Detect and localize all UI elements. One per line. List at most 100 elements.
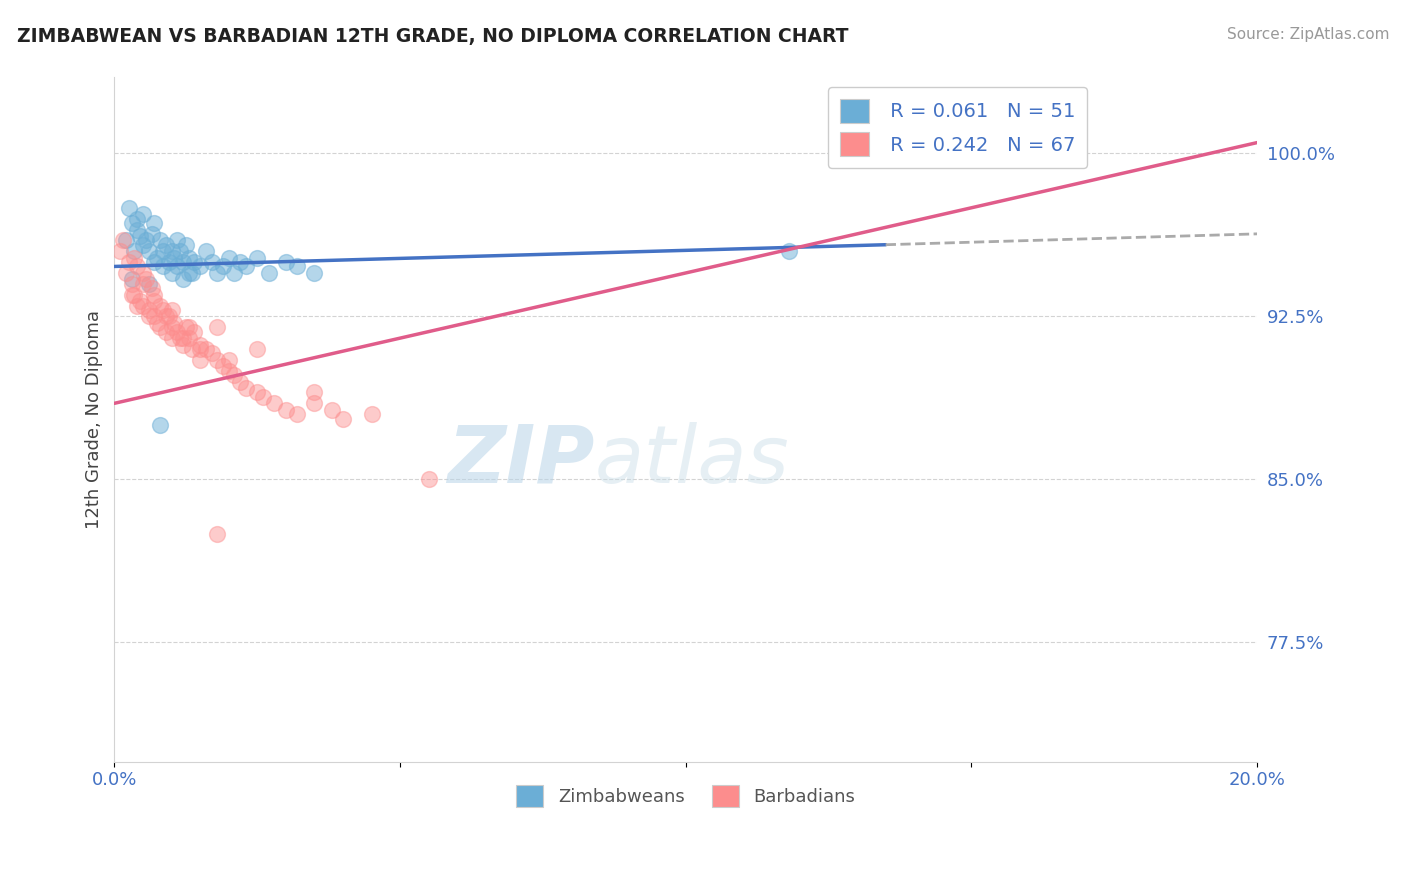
Point xyxy=(172,272,194,286)
Point xyxy=(157,310,180,324)
Point xyxy=(160,320,183,334)
Point xyxy=(129,229,152,244)
Point xyxy=(152,260,174,274)
Point xyxy=(257,266,280,280)
Point xyxy=(174,320,197,334)
Point xyxy=(235,381,257,395)
Point xyxy=(235,260,257,274)
Point xyxy=(207,526,229,541)
Point xyxy=(304,396,326,410)
Point xyxy=(200,255,222,269)
Point xyxy=(127,260,149,274)
Point xyxy=(177,266,200,280)
Point xyxy=(177,251,200,265)
Point xyxy=(138,302,160,317)
Point xyxy=(177,320,200,334)
Point xyxy=(108,244,131,259)
Point xyxy=(138,244,160,259)
Point xyxy=(166,233,188,247)
Point xyxy=(141,281,163,295)
Point xyxy=(132,299,155,313)
Point xyxy=(224,266,246,280)
Point xyxy=(124,244,146,259)
Y-axis label: 12th Grade, No Diploma: 12th Grade, No Diploma xyxy=(86,310,103,529)
Point xyxy=(169,331,191,345)
Point xyxy=(155,325,177,339)
Point xyxy=(169,244,191,259)
Point xyxy=(135,272,157,286)
Point xyxy=(160,244,183,259)
Point xyxy=(321,402,343,417)
Point xyxy=(143,216,166,230)
Point xyxy=(183,325,205,339)
Point xyxy=(246,342,269,356)
Point xyxy=(118,201,141,215)
Point xyxy=(172,331,194,345)
Point xyxy=(143,287,166,301)
Point xyxy=(180,266,202,280)
Point xyxy=(274,255,297,269)
Point xyxy=(127,222,149,236)
Point xyxy=(778,244,800,259)
Point xyxy=(229,375,252,389)
Point xyxy=(212,260,235,274)
Point xyxy=(172,337,194,351)
Point xyxy=(155,237,177,252)
Point xyxy=(163,316,186,330)
Point xyxy=(132,207,155,221)
Point xyxy=(115,233,138,247)
Point xyxy=(188,337,211,351)
Text: Source: ZipAtlas.com: Source: ZipAtlas.com xyxy=(1226,27,1389,42)
Text: ZIP: ZIP xyxy=(447,422,595,500)
Point xyxy=(285,260,308,274)
Point xyxy=(160,331,183,345)
Point xyxy=(127,299,149,313)
Point xyxy=(132,277,155,291)
Point xyxy=(155,310,177,324)
Point xyxy=(218,364,240,378)
Point xyxy=(304,266,326,280)
Point xyxy=(160,266,183,280)
Point xyxy=(143,255,166,269)
Point xyxy=(207,352,229,367)
Point xyxy=(141,227,163,241)
Point xyxy=(135,233,157,247)
Point xyxy=(200,346,222,360)
Point xyxy=(138,310,160,324)
Point xyxy=(252,390,274,404)
Point xyxy=(207,266,229,280)
Point xyxy=(188,352,211,367)
Point xyxy=(160,302,183,317)
Point xyxy=(138,277,160,291)
Point xyxy=(146,316,169,330)
Point xyxy=(263,396,285,410)
Point xyxy=(246,251,269,265)
Point xyxy=(180,342,202,356)
Point xyxy=(163,251,186,265)
Point xyxy=(124,287,146,301)
Point xyxy=(229,255,252,269)
Point xyxy=(274,402,297,417)
Point xyxy=(146,251,169,265)
Point xyxy=(212,359,235,374)
Point xyxy=(152,302,174,317)
Point xyxy=(121,272,143,286)
Point xyxy=(360,407,382,421)
Point xyxy=(285,407,308,421)
Point xyxy=(149,299,172,313)
Point xyxy=(174,237,197,252)
Point xyxy=(157,255,180,269)
Point xyxy=(115,266,138,280)
Point xyxy=(121,216,143,230)
Point xyxy=(172,255,194,269)
Point xyxy=(194,244,217,259)
Point xyxy=(304,385,326,400)
Point xyxy=(188,342,211,356)
Point xyxy=(124,251,146,265)
Point xyxy=(224,368,246,382)
Point xyxy=(177,331,200,345)
Point xyxy=(188,260,211,274)
Point xyxy=(129,294,152,309)
Point xyxy=(183,255,205,269)
Point xyxy=(127,211,149,226)
